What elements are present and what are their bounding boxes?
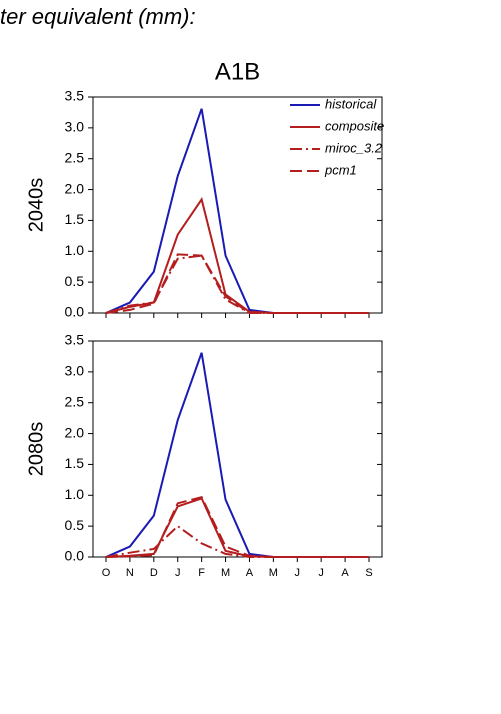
y-tick-label: 3.5 <box>65 332 85 348</box>
chart-title: A1B <box>215 58 260 85</box>
y-tick-label: 0.5 <box>65 517 85 533</box>
y-tick-label: 3.0 <box>65 363 85 379</box>
series-line <box>105 108 369 314</box>
page-title: ter equivalent (mm): <box>0 4 196 29</box>
x-tick-label: D <box>150 567 158 579</box>
x-tick-label: A <box>341 567 349 579</box>
legend-label: miroc_3.2 <box>325 140 383 155</box>
y-tick-label: 3.0 <box>65 119 85 135</box>
y-tick-label: 0.5 <box>65 273 85 289</box>
legend-label: historical <box>325 96 377 111</box>
y-tick-label: 1.5 <box>65 211 85 227</box>
series-line <box>105 495 369 558</box>
x-tick-label: J <box>295 567 301 579</box>
x-tick-label: J <box>175 567 181 579</box>
y-tick-label: 2.5 <box>65 149 85 165</box>
x-tick-label: J <box>318 567 324 579</box>
y-tick-label: 0.0 <box>65 304 85 320</box>
y-tick-label: 2.5 <box>65 393 85 409</box>
y-tick-label: 2.0 <box>65 424 85 440</box>
y-tick-label: 1.0 <box>65 486 85 502</box>
series-line <box>105 524 369 558</box>
y-tick-label: 1.0 <box>65 242 85 258</box>
series-line <box>105 197 369 314</box>
y-axis-label: 2040s <box>25 178 47 233</box>
series-line <box>105 254 369 314</box>
plot-frame <box>92 96 383 314</box>
x-tick-label: O <box>102 567 111 579</box>
x-tick-label: M <box>221 567 230 579</box>
legend-label: pcm1 <box>324 162 357 177</box>
y-axis-label: 2080s <box>25 422 47 477</box>
legend-label: composite <box>325 118 384 133</box>
series-line <box>105 253 369 314</box>
x-tick-label: A <box>246 567 254 579</box>
series-line <box>105 352 369 558</box>
plot-frame <box>92 340 383 558</box>
y-tick-label: 2.0 <box>65 180 85 196</box>
y-tick-label: 0.0 <box>65 548 85 564</box>
y-tick-label: 1.5 <box>65 455 85 471</box>
x-tick-label: M <box>269 567 278 579</box>
x-tick-label: S <box>365 567 372 579</box>
x-tick-label: N <box>126 567 134 579</box>
x-tick-label: F <box>198 567 205 579</box>
y-tick-label: 3.5 <box>65 88 85 104</box>
